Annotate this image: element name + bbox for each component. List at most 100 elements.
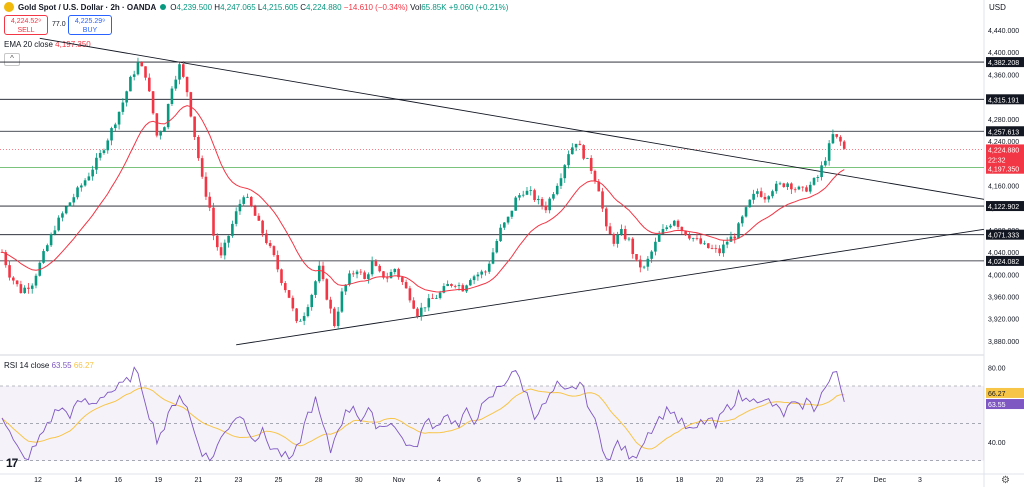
settings-gear-icon[interactable]: ⚙	[1001, 475, 1010, 486]
candle-body	[385, 277, 389, 279]
candle-body	[325, 279, 329, 300]
candle-body	[537, 198, 540, 201]
candle-body	[76, 187, 79, 198]
candle-body	[786, 183, 789, 187]
candle-body	[756, 191, 759, 194]
price-tick-label: 4,240.000	[988, 139, 1019, 146]
candle-body	[582, 145, 585, 159]
rsi-legend[interactable]: RSI 14 close 63.55 66.27	[4, 361, 94, 370]
candle-body	[185, 76, 189, 93]
candle-body	[306, 307, 310, 317]
candle-body	[529, 190, 533, 191]
candle-body	[431, 298, 434, 299]
candle-body	[729, 236, 733, 242]
sell-label: SELL	[17, 27, 35, 34]
candle-body	[544, 205, 548, 211]
sell-button[interactable]: 4,224.52⁹ SELL	[4, 15, 48, 35]
candle-body	[272, 246, 276, 256]
candle-body	[691, 238, 695, 239]
candle-body	[215, 235, 219, 248]
candle-body	[295, 308, 298, 322]
candle-body	[639, 259, 642, 268]
level-label: 4,257.613	[988, 129, 1019, 136]
candle-body	[827, 143, 831, 161]
candle-body	[310, 294, 314, 308]
candle-body	[102, 150, 106, 153]
candle-body	[299, 320, 302, 322]
candle-body	[514, 197, 517, 211]
candle-body	[287, 290, 291, 298]
candle-body	[518, 195, 521, 198]
candle-body	[571, 147, 574, 155]
candle-body	[193, 116, 196, 138]
candle-body	[249, 196, 253, 207]
candle-body	[465, 285, 468, 292]
candle-body	[110, 128, 113, 141]
candle-body	[771, 191, 774, 197]
candle-body	[427, 298, 431, 308]
candle-body	[763, 196, 767, 200]
rsi-ma-label: 66.27	[988, 391, 1006, 398]
candle-body	[608, 226, 612, 235]
level-label: 4,382.208	[988, 60, 1019, 67]
candle-body	[382, 271, 385, 278]
ema-price-box	[986, 163, 1024, 174]
candle-body	[835, 134, 838, 137]
candle-body	[521, 194, 525, 196]
candle-body	[476, 274, 480, 277]
candle-body	[778, 183, 782, 185]
candle-body	[333, 308, 336, 326]
candle-body	[4, 252, 8, 266]
candle-body	[49, 234, 53, 246]
candle-body	[669, 225, 672, 228]
price-tick-label: 4,000.000	[988, 272, 1019, 279]
candle-body	[748, 199, 752, 208]
buy-button[interactable]: 4,225.29⁹ BUY	[68, 15, 112, 35]
collapse-legend-button[interactable]: ^	[4, 53, 20, 66]
candle-body	[812, 178, 816, 185]
candle-body	[223, 242, 227, 256]
candle-body	[725, 241, 729, 245]
candle-body	[189, 92, 193, 117]
time-tick-label: 11	[556, 477, 563, 484]
candle-body	[234, 211, 238, 224]
candle-body	[166, 103, 170, 128]
candle-body	[314, 281, 317, 295]
candle-body	[816, 177, 820, 179]
candle-body	[744, 207, 748, 217]
level-label: 4,071.333	[988, 233, 1019, 240]
candle-body	[181, 64, 185, 77]
candle-body	[159, 132, 162, 136]
candle-body	[401, 277, 404, 283]
candle-body	[404, 282, 408, 289]
candle-body	[733, 236, 737, 239]
time-tick-label: 23	[756, 477, 764, 484]
candle-body	[495, 240, 499, 253]
candle-body	[132, 74, 136, 77]
tradingview-logo[interactable]: 17	[6, 456, 18, 470]
candle-body	[612, 234, 616, 244]
candle-body	[506, 216, 510, 223]
candle-body	[586, 157, 589, 159]
time-tick-label: 25	[275, 477, 283, 484]
candle-body	[805, 187, 808, 192]
time-tick-label: 13	[595, 477, 603, 484]
candle-body	[351, 273, 355, 275]
level-label-box	[986, 126, 1024, 137]
candle-body	[597, 181, 601, 192]
candle-body	[151, 91, 155, 114]
ema-legend[interactable]: EMA 20 close 4,197.350	[4, 40, 91, 49]
candle-body	[435, 297, 438, 299]
candle-body	[555, 185, 559, 195]
candle-body	[457, 285, 461, 287]
time-tick-label: 23	[235, 477, 243, 484]
candle-body	[627, 238, 631, 240]
time-tick-label: 30	[355, 477, 363, 484]
candle-body	[605, 208, 608, 227]
candle-body	[246, 196, 249, 198]
candle-body	[503, 222, 506, 228]
gold-symbol-icon	[4, 2, 14, 12]
level-label-box	[986, 57, 1024, 68]
candle-body	[631, 238, 635, 255]
